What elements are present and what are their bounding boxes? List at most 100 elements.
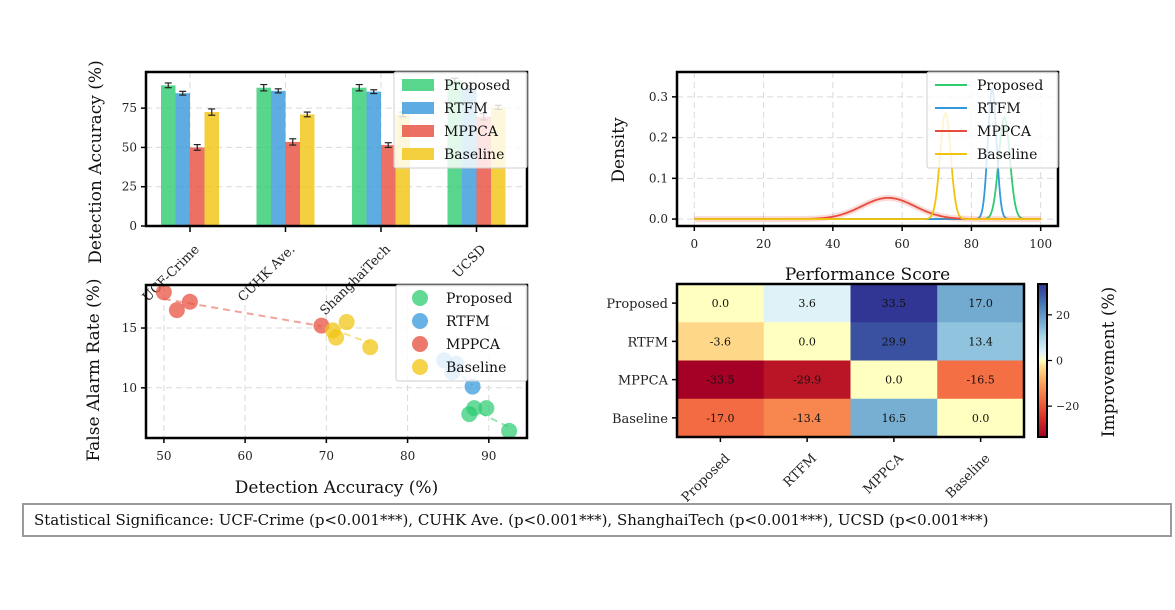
error-bar [355, 83, 363, 92]
error-bar [193, 144, 201, 151]
heatmap-cell-label: 16.5 [882, 412, 907, 425]
bar-proposed-0 [161, 85, 176, 226]
heatmap-cell [850, 284, 938, 323]
heatmap-row-label: MPPCA [618, 374, 669, 389]
legend-swatch-rtfm [412, 313, 428, 329]
scatter-xtick-label: 70 [319, 449, 334, 463]
legend-label-mppca: MPPCA [446, 337, 501, 353]
heatmap-cell [763, 322, 851, 361]
bar-baseline-0 [204, 112, 219, 226]
scatter-ylabel: False Alarm Rate (%) [84, 279, 104, 462]
legend-swatch-proposed [402, 79, 434, 91]
legend-label-proposed: Proposed [977, 78, 1043, 94]
heatmap-cell-label: -17.0 [706, 412, 734, 425]
scatter-ytick-label: 10 [122, 381, 137, 395]
error-bar [164, 82, 172, 89]
scatter-xtick-label: 80 [400, 449, 415, 463]
heatmap-col-label: RTFM [781, 451, 820, 490]
significance-box: Statistical Significance: UCF-Crime (p<0… [22, 503, 1172, 537]
density-legend: Proposed RTFM MPPCA Baseline [926, 71, 1059, 169]
error-bar [289, 138, 297, 146]
error-bar [274, 88, 282, 94]
bar-mppca-0 [190, 147, 205, 226]
bar-xtick-label: UCSD [450, 242, 489, 281]
point-proposed-1 [466, 400, 483, 417]
heatmap-cell [937, 284, 1025, 323]
heatmap-row-label: Baseline [612, 412, 668, 427]
bar-ytick-label: 50 [122, 140, 137, 154]
scatter-chart: 10 15 50 60 70 80 90 Detection Accuracy (%) Fals… [84, 279, 529, 498]
heatmap-cell [850, 360, 938, 400]
heatmap-cell [677, 284, 765, 323]
colorbar-tick-label: 0 [1056, 355, 1063, 368]
legend-label-proposed: Proposed [444, 78, 510, 94]
point-proposed-3 [501, 422, 518, 439]
bar-proposed-2 [352, 87, 367, 226]
heatmap-cell [677, 360, 765, 400]
significance-text: Statistical Significance: UCF-Crime (p<0… [34, 511, 989, 529]
error-bar [208, 108, 216, 116]
heatmap-cell-label: 0.0 [712, 297, 730, 310]
scatter-xtick-label: 50 [156, 449, 171, 463]
colorbar [1037, 283, 1048, 438]
heatmap-chart: 0.0 3.6 33.5 17.0 -3.6 0.0 29.9 13.4 -33.5 -29.9 0… [606, 282, 1119, 505]
legend-swatch-rtfm [402, 102, 434, 114]
bar-ylabel: Detection Accuracy (%) [86, 60, 106, 263]
scatter-xtick-label: 90 [481, 449, 496, 463]
point-proposed-2 [478, 400, 495, 417]
density-xtick-label: 20 [756, 237, 771, 251]
scatter-ytick-label: 15 [122, 321, 137, 335]
error-bar [179, 90, 187, 96]
density-xtick-label: 40 [825, 237, 840, 251]
legend-swatch-baseline [412, 359, 428, 375]
heatmap-cell-label: 17.0 [968, 297, 993, 310]
bar-rtfm-2 [366, 91, 381, 227]
legend-label-baseline: Baseline [446, 360, 506, 376]
legend-swatch-baseline [402, 148, 434, 160]
bar-baseline-1 [300, 114, 315, 226]
bar-xtick-label: ShanghaiTech [317, 242, 394, 319]
density-xtick-label: 60 [894, 237, 909, 251]
error-bar [384, 142, 392, 149]
heatmap-row-label: Proposed [606, 297, 668, 312]
density-ytick-label: 0.3 [649, 90, 668, 104]
error-bar [303, 111, 311, 118]
legend-frame [393, 71, 528, 169]
bar-ytick-label: 75 [122, 101, 137, 115]
density-xtick-label: 100 [1029, 237, 1052, 251]
point-baseline-3 [362, 339, 379, 356]
density-chart: 0.0 0.1 0.2 0.3 0 20 40 60 80 100 Performance Scor… [609, 70, 1060, 285]
point-rtfm-3 [464, 378, 481, 395]
legend-frame [395, 284, 528, 382]
heatmap-cell [937, 398, 1025, 438]
heatmap-cell-label: -16.5 [967, 374, 995, 387]
heatmap-cell [677, 322, 765, 361]
legend-label-rtfm: RTFM [977, 101, 1021, 117]
heatmap-cell [937, 360, 1025, 400]
heatmap-cell-label: -33.5 [706, 374, 734, 387]
density-ytick-label: 0.2 [649, 131, 668, 145]
density-ylabel: Density [609, 117, 629, 183]
heatmap-cell [763, 360, 851, 400]
legend-label-baseline: Baseline [444, 147, 504, 163]
density-line-baseline [694, 111, 1041, 220]
scatter-legend: Proposed RTFM MPPCA Baseline [395, 284, 528, 382]
legend-frame [926, 71, 1059, 169]
heatmap-cell-label: 29.9 [882, 335, 907, 348]
trendline-proposed [468, 406, 510, 429]
heatmap-cell [850, 322, 938, 361]
bar-rtfm-1 [271, 90, 286, 226]
legend-label-rtfm: RTFM [446, 314, 490, 330]
legend-label-mppca: MPPCA [977, 124, 1032, 140]
heatmap-cell [763, 398, 851, 438]
heatmap-cell-label: 0.0 [972, 412, 990, 425]
point-baseline-1 [328, 329, 345, 346]
heatmap-axes-frame [675, 282, 1026, 439]
point-mppca-1 [168, 302, 185, 319]
heatmap-cell-label: -29.9 [793, 374, 821, 387]
point-baseline-2 [338, 314, 355, 331]
density-xtick-label: 80 [964, 237, 979, 251]
legend-label-proposed: Proposed [446, 291, 512, 307]
colorbar-label: Improvement (%) [1099, 287, 1119, 438]
